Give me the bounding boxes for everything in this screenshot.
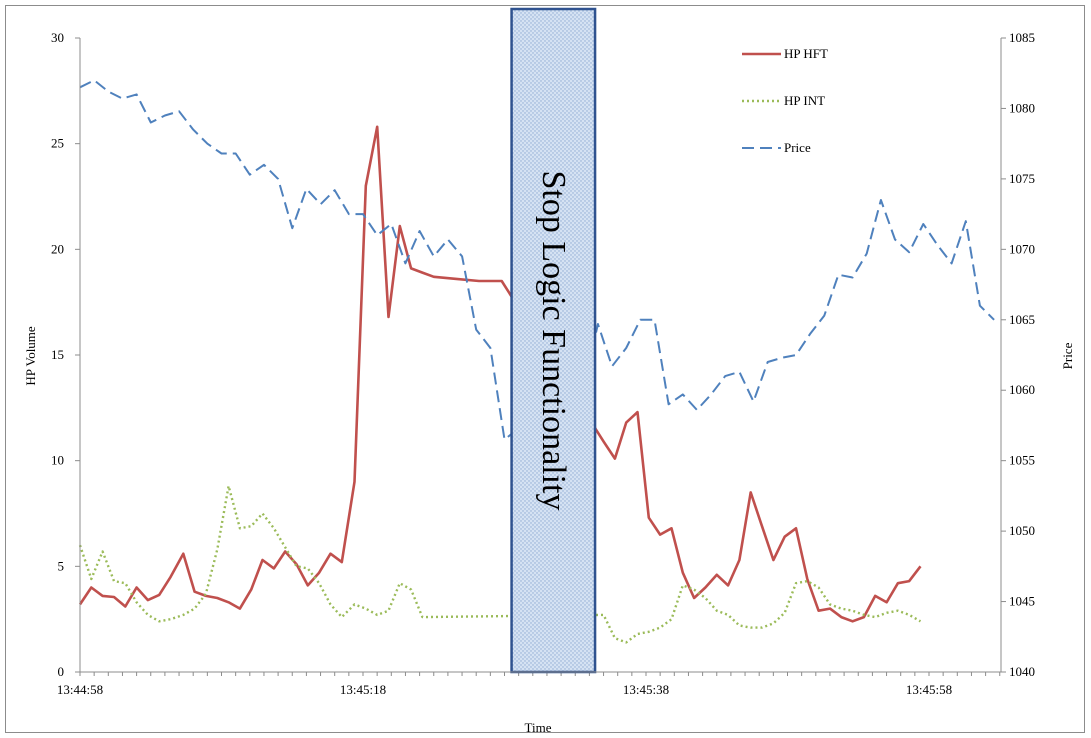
right-tick-label: 1080 [1009,100,1035,115]
left-tick-label: 0 [58,664,65,679]
chart-legend: HP HFT HP INT Price [742,46,828,155]
x-tick-label: 13:45:58 [906,682,952,697]
stop-logic-label: Stop Logic Functionality [535,171,572,511]
left-axis-title: HP Volume [23,326,38,386]
x-tick-label: 13:44:58 [57,682,103,697]
left-axis-ticks: 0 5 10 15 20 25 30 [51,30,80,679]
series-line-hp-int [78,484,922,644]
left-tick-label: 10 [51,453,64,468]
left-tick-label: 30 [51,30,64,45]
x-tick-label: 13:45:18 [340,682,386,697]
right-tick-label: 1060 [1009,382,1035,397]
x-axis-ticks: 13:44:58 13:45:18 13:45:38 13:45:58 [57,672,1001,697]
left-tick-label: 15 [51,347,64,362]
stop-logic-box [510,7,597,674]
right-tick-label: 1050 [1009,523,1035,538]
chart-frame [5,5,1085,733]
right-tick-label: 1040 [1009,664,1035,679]
right-tick-label: 1075 [1009,171,1035,186]
right-tick-label: 1055 [1009,453,1035,468]
right-tick-label: 1085 [1009,30,1035,45]
axes-lines [79,38,1002,673]
right-tick-label: 1065 [1009,312,1035,327]
legend-label: HP HFT [784,46,828,61]
right-tick-label: 1045 [1009,594,1035,609]
left-tick-label: 20 [51,241,64,256]
series-layer [78,79,995,644]
legend-label: Price [784,140,811,155]
stop-logic-overlay: Stop Logic Functionality [510,7,597,674]
right-axis-ticks: 1040 1045 1050 1055 1060 1065 1070 1075 1080 1085 [1001,30,1035,679]
x-tick-label: 13:45:38 [623,682,669,697]
series-line-hp-hft [78,125,922,623]
right-axis-title: Price [1060,342,1075,369]
x-axis-title: Time [525,720,552,735]
legend-label: HP INT [784,93,825,108]
left-tick-label: 5 [58,558,65,573]
left-tick-label: 25 [51,136,64,151]
series-line-price [79,79,995,441]
right-tick-label: 1070 [1009,241,1035,256]
